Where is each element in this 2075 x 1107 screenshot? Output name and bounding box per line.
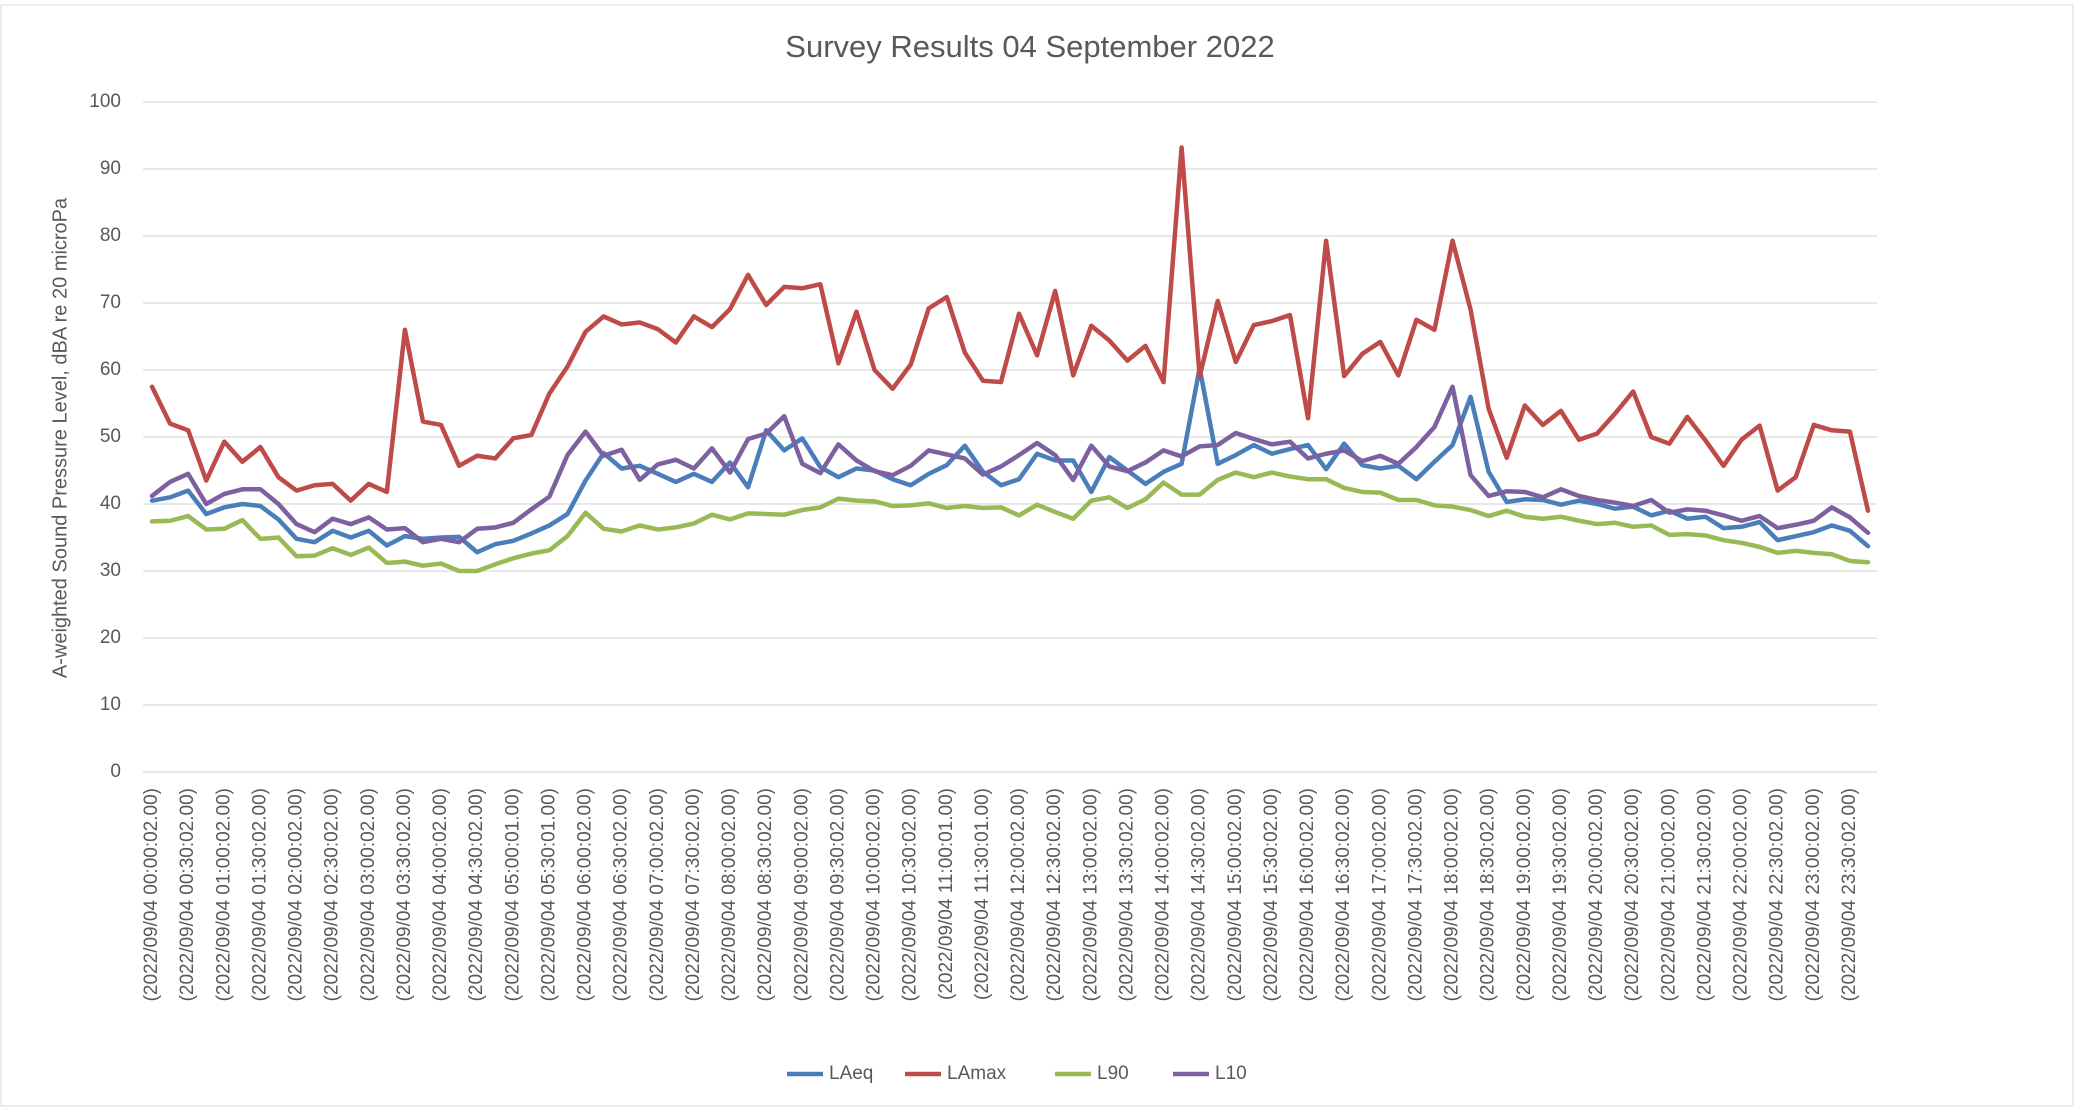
- x-tick-label: (2022/09/04 11:00:01.00): [936, 788, 957, 1000]
- x-tick-label: (2022/09/04 21:30:02.00): [1694, 788, 1715, 1001]
- y-axis-title: A-weighted Sound Pressure Level, dBA re …: [49, 197, 71, 678]
- x-tick-label: (2022/09/04 12:30:02.00): [1044, 788, 1065, 1001]
- y-tick-label: 60: [100, 359, 121, 380]
- x-tick-label: (2022/09/04 14:30:02.00): [1189, 788, 1210, 1001]
- x-tick-label: (2022/09/04 13:30:02.00): [1116, 788, 1137, 1001]
- x-tick-label: (2022/09/04 22:00:02.00): [1731, 788, 1752, 1001]
- x-tick-label: (2022/09/04 18:30:02.00): [1478, 788, 1499, 1001]
- x-tick-label: (2022/09/04 16:30:02.00): [1333, 788, 1354, 1001]
- x-tick-label: (2022/09/04 10:30:02.00): [900, 788, 921, 1001]
- chart-title: Survey Results 04 September 2022: [785, 29, 1274, 64]
- x-tick-label: (2022/09/04 07:00:02.00): [647, 788, 668, 1001]
- x-tick-label: (2022/09/04 18:00:02.00): [1442, 788, 1463, 1001]
- x-tick-label: (2022/09/04 05:00:01.00): [502, 788, 523, 1001]
- x-tick-label: (2022/09/04 17:00:02.00): [1369, 788, 1390, 1001]
- series-line: [149, 470, 1871, 574]
- x-tick-label: (2022/09/04 09:00:02.00): [791, 788, 812, 1001]
- legend-label: L90: [1097, 1063, 1129, 1084]
- x-tick-label: (2022/09/04 19:00:02.00): [1514, 788, 1535, 1001]
- y-tick-label: 90: [100, 158, 121, 179]
- x-tick-label: (2022/09/04 03:00:02.00): [358, 788, 379, 1001]
- legend-label: LAeq: [829, 1063, 873, 1084]
- x-tick-label: (2022/09/04 13:00:02.00): [1080, 788, 1101, 1001]
- y-tick-label: 100: [89, 91, 121, 112]
- x-tick-label: (2022/09/04 04:00:02.00): [430, 788, 451, 1001]
- x-tick-label: (2022/09/04 19:30:02.00): [1550, 788, 1571, 1001]
- y-tick-label: 80: [100, 225, 121, 246]
- x-tick-label: (2022/09/04 01:30:02.00): [249, 788, 270, 1001]
- x-tick-label: (2022/09/04 20:00:02.00): [1586, 788, 1607, 1001]
- x-tick-label: (2022/09/04 23:30:02.00): [1839, 788, 1860, 1001]
- x-tick-label: (2022/09/04 01:00:02.00): [213, 788, 234, 1001]
- x-tick-label: (2022/09/04 16:00:02.00): [1297, 788, 1318, 1001]
- y-tick-label: 30: [100, 560, 121, 581]
- x-tick-label: (2022/09/04 07:30:02.00): [683, 788, 704, 1001]
- y-tick-label: 50: [100, 426, 121, 447]
- x-tick-label: (2022/09/04 22:30:02.00): [1767, 788, 1788, 1001]
- series-line: [149, 384, 1871, 545]
- x-tick-label: (2022/09/04 03:30:02.00): [394, 788, 415, 1001]
- x-tick-label: (2022/09/04 05:30:01.00): [538, 788, 559, 1001]
- y-tick-label: 40: [100, 493, 121, 514]
- y-tick-label: 0: [110, 761, 121, 782]
- x-tick-label: (2022/09/04 08:30:02.00): [755, 788, 776, 1001]
- x-tick-label: (2022/09/04 17:30:02.00): [1405, 788, 1426, 1001]
- x-tick-label: (2022/09/04 21:00:02.00): [1658, 788, 1679, 1001]
- x-tick-label: (2022/09/04 06:00:02.00): [575, 788, 596, 1001]
- y-tick-label: 20: [100, 627, 121, 648]
- x-tick-label: (2022/09/04 02:30:02.00): [322, 788, 343, 1001]
- x-tick-label: (2022/09/04 06:30:02.00): [611, 788, 632, 1001]
- series-line: [149, 145, 1871, 513]
- legend-label: LAmax: [947, 1063, 1007, 1084]
- x-tick-label: (2022/09/04 00:30:02.00): [177, 788, 198, 1001]
- x-tick-label: (2022/09/04 09:30:02.00): [827, 788, 848, 1001]
- x-tick-label: (2022/09/04 12:00:02.00): [1008, 788, 1029, 1001]
- x-tick-label: (2022/09/04 04:30:02.00): [466, 788, 487, 1001]
- y-tick-label: 70: [100, 292, 121, 313]
- x-tick-label: (2022/09/04 11:30:01.00): [972, 788, 993, 1000]
- x-tick-label: (2022/09/04 00:00:02.00): [141, 788, 162, 1001]
- x-tick-label: (2022/09/04 10:00:02.00): [864, 788, 885, 1001]
- x-tick-label: (2022/09/04 15:00:02.00): [1225, 788, 1246, 1001]
- x-tick-label: (2022/09/04 08:00:02.00): [719, 788, 740, 1001]
- x-tick-label: (2022/09/04 02:00:02.00): [286, 788, 307, 1001]
- x-tick-label: (2022/09/04 15:30:02.00): [1261, 788, 1282, 1001]
- x-tick-label: (2022/09/04 23:00:02.00): [1803, 788, 1824, 1001]
- legend-label: L10: [1215, 1063, 1247, 1084]
- x-tick-label: (2022/09/04 20:30:02.00): [1622, 788, 1643, 1001]
- y-tick-label: 10: [100, 694, 121, 715]
- x-tick-label: (2022/09/04 14:00:02.00): [1153, 788, 1174, 1001]
